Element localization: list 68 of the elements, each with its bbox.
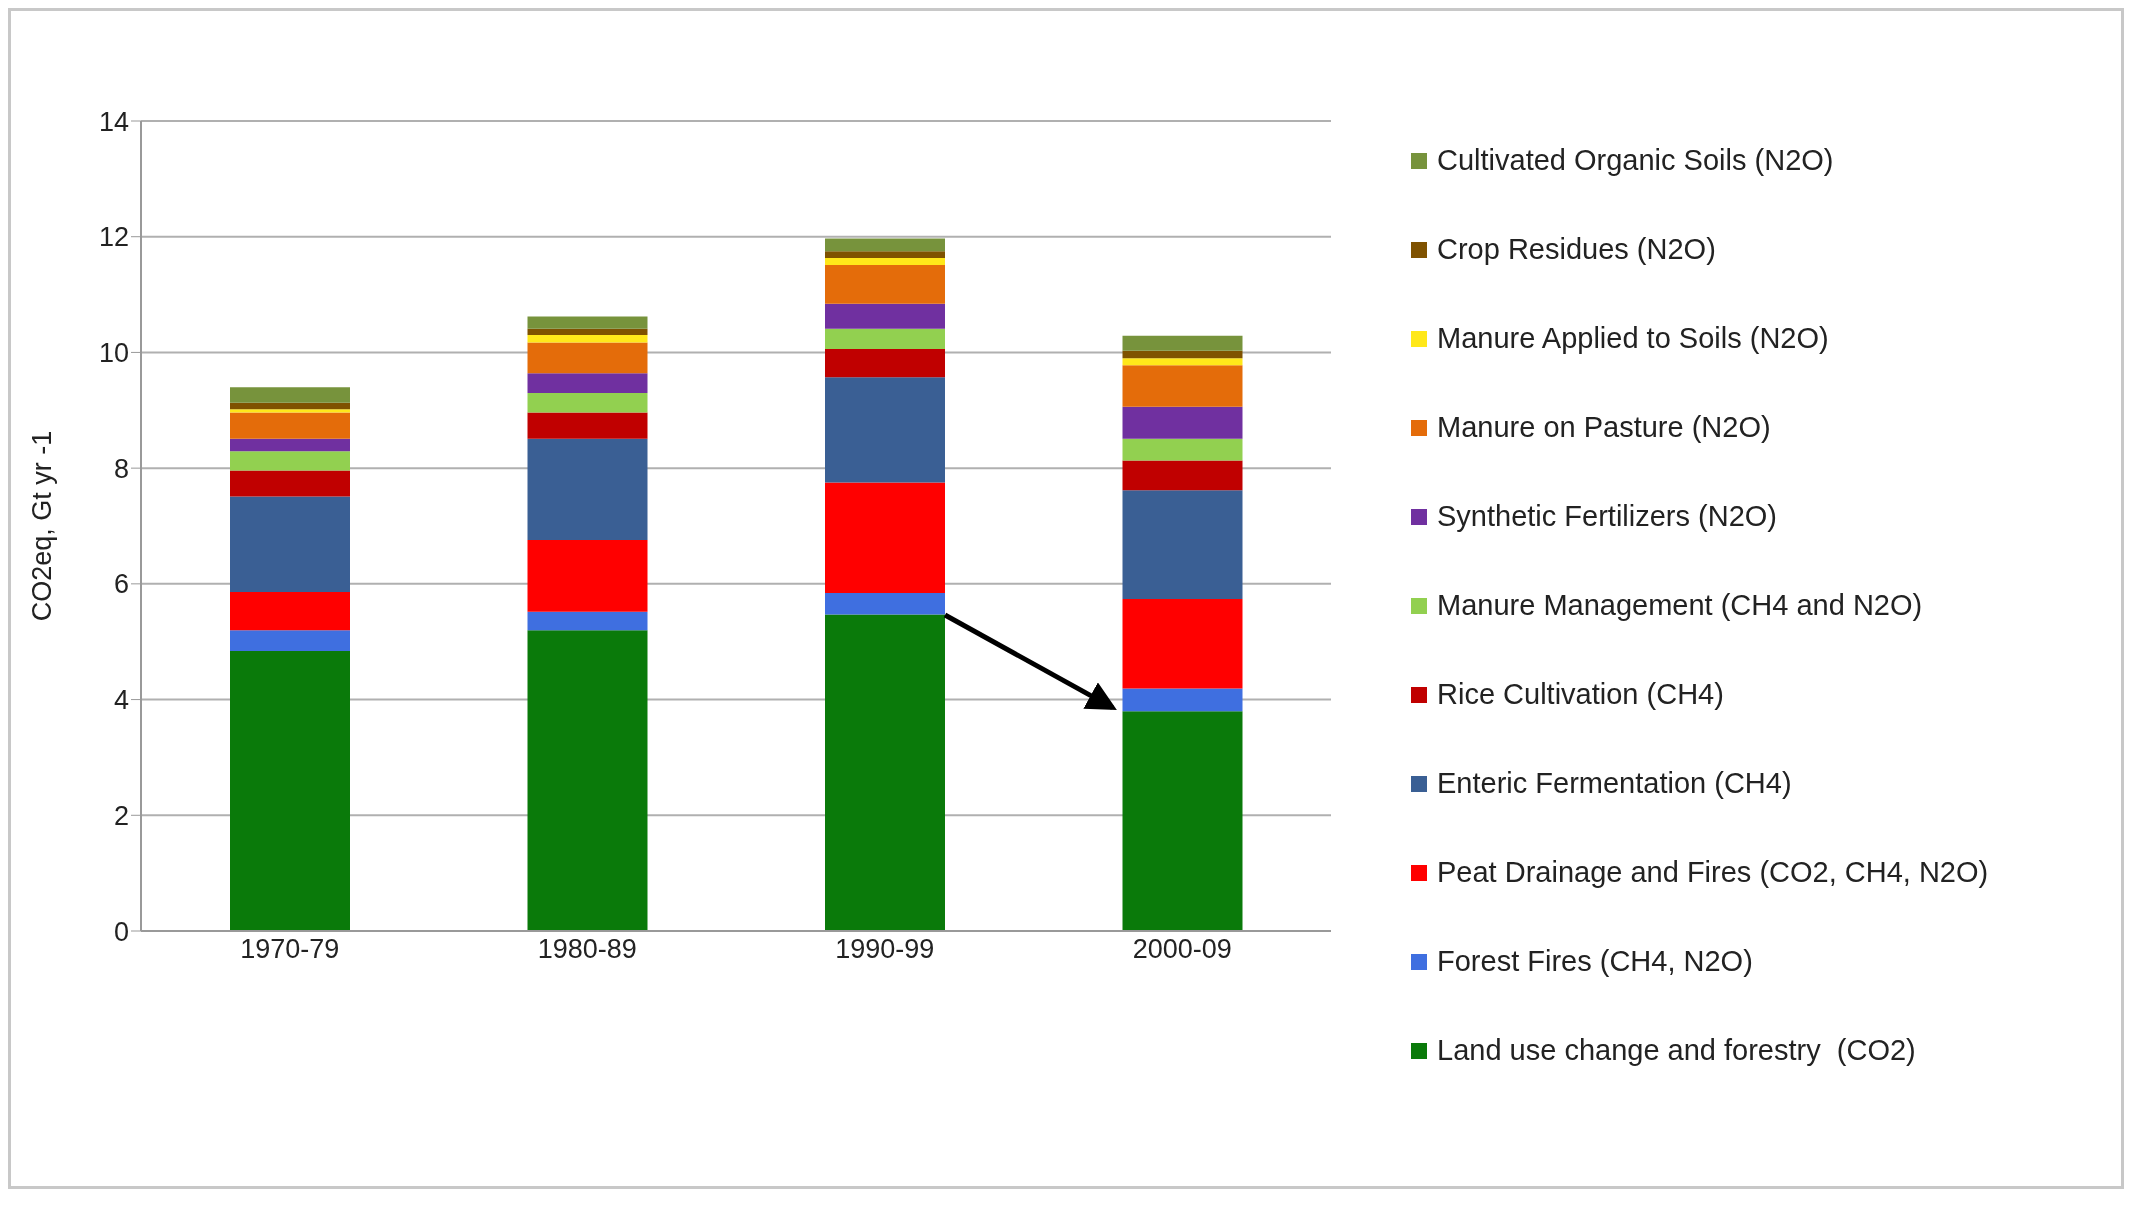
bar <box>825 328 945 349</box>
x-tick-label: 1980-89 <box>537 934 637 965</box>
x-tick-label: 1990-99 <box>835 934 935 965</box>
y-tick-label: 6 <box>113 569 129 600</box>
y-tick-label: 4 <box>113 685 129 716</box>
bar <box>1122 406 1243 439</box>
legend-label: Manure Management (CH4 and N2O) <box>1437 589 1923 622</box>
bar <box>527 630 648 931</box>
y-tick-label: 8 <box>113 453 129 484</box>
bar <box>1122 438 1243 461</box>
bar <box>825 265 945 304</box>
legend-label: Manure on Pasture (N2O) <box>1437 411 1771 444</box>
bar <box>825 348 945 378</box>
y-tick-label: 2 <box>113 800 129 831</box>
y-tick-label: 0 <box>113 916 129 947</box>
bar <box>230 630 350 651</box>
legend-label: Forest Fires (CH4, N2O) <box>1437 945 1753 978</box>
bar <box>825 303 945 329</box>
legend-label: Rice Cultivation (CH4) <box>1437 678 1724 711</box>
legend-label: Enteric Fermentation (CH4) <box>1437 767 1792 800</box>
legend-label: Peat Drainage and Fires (CO2, CH4, N2O) <box>1437 856 1989 889</box>
bar <box>527 438 648 540</box>
x-tick-label: 2000-09 <box>1132 934 1232 965</box>
bar <box>825 593 945 615</box>
bar <box>825 377 945 483</box>
y-tick-label: 12 <box>98 222 129 253</box>
bar <box>825 482 945 594</box>
bar <box>1122 711 1243 931</box>
bar <box>527 316 648 329</box>
bar <box>230 451 350 471</box>
bar <box>1122 598 1243 689</box>
bar <box>1122 460 1243 491</box>
bar <box>825 614 945 931</box>
bar <box>825 258 945 266</box>
bar <box>230 412 350 439</box>
y-tick-label: 14 <box>98 106 129 137</box>
legend-label: Crop Residues (N2O) <box>1437 233 1716 266</box>
bar <box>1122 358 1243 366</box>
bar <box>230 438 350 452</box>
bar <box>825 251 945 259</box>
bar <box>527 328 648 336</box>
bar <box>527 611 648 631</box>
bar <box>527 539 648 612</box>
bar <box>825 238 945 252</box>
bar <box>1122 688 1243 712</box>
bar <box>1122 365 1243 407</box>
bar <box>230 496 350 592</box>
bar <box>230 402 350 410</box>
bar <box>230 409 350 413</box>
bar <box>1122 350 1243 359</box>
bar <box>1122 490 1243 599</box>
legend-label: Synthetic Fertilizers (N2O) <box>1437 500 1778 533</box>
bar <box>527 373 648 393</box>
y-tick-label: 10 <box>98 338 129 369</box>
bar <box>527 342 648 374</box>
legend-label: Cultivated Organic Soils (N2O) <box>1437 144 1834 177</box>
x-tick-label: 1970-79 <box>240 934 340 965</box>
bar <box>1122 335 1243 351</box>
bar <box>527 412 648 439</box>
bar <box>230 650 350 931</box>
bar <box>230 591 350 631</box>
bar <box>527 392 648 413</box>
bar <box>230 470 350 497</box>
legend-label: Land use change and forestry (CO2) <box>1437 1034 1916 1067</box>
legend-label: Manure Applied to Soils (N2O) <box>1437 322 1829 355</box>
bar <box>230 387 350 403</box>
bar <box>527 335 648 343</box>
y-axis-title: CO2eq, Gt yr -1 <box>26 430 57 622</box>
